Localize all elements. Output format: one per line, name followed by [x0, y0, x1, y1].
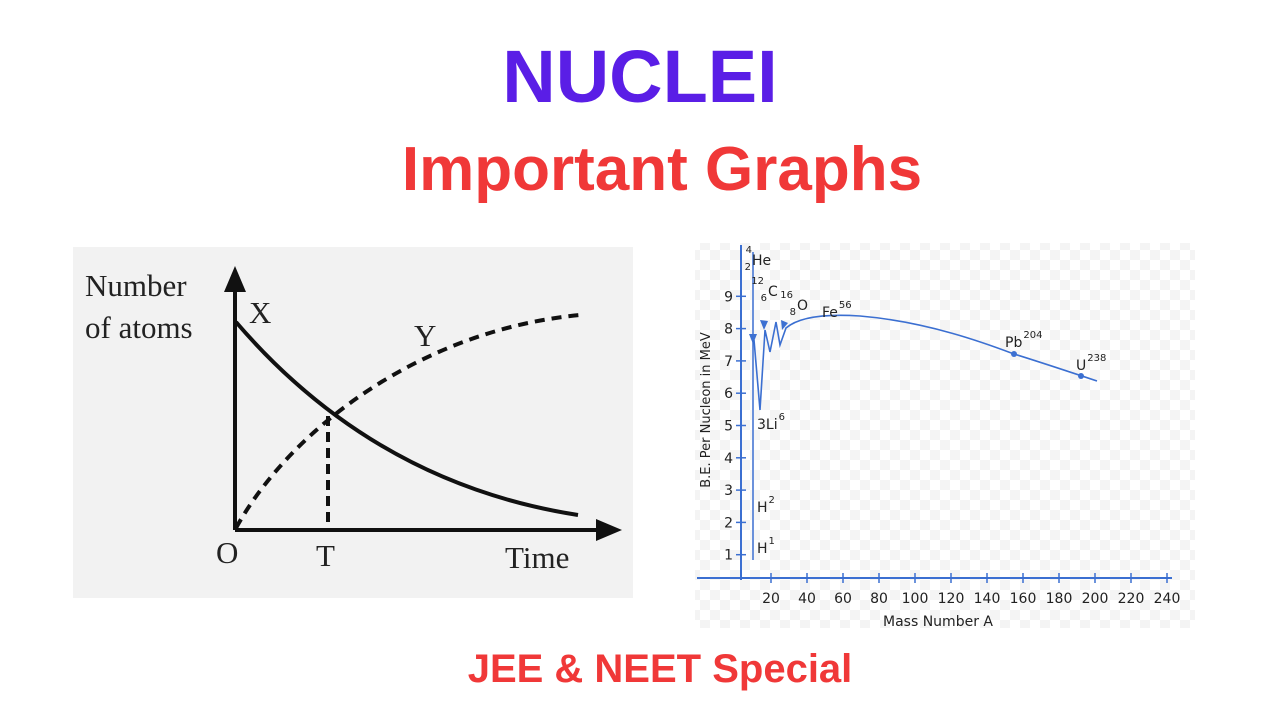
y-tick-label: 8 [724, 322, 733, 338]
x-tick-label: 100 [902, 591, 929, 607]
y-tick-label: 1 [724, 548, 733, 564]
arrow [596, 519, 622, 541]
element-name: C [768, 284, 778, 300]
point [1011, 351, 1017, 357]
element-name: H [757, 500, 768, 516]
x-tick-label: 40 [798, 591, 816, 607]
x-tick-label: 120 [938, 591, 965, 607]
binding-energy-graph: B.E. Per Nucleon in MeV Mass Number A 12… [695, 243, 1195, 630]
x-tick-label: 140 [974, 591, 1001, 607]
element-sub: 2 [745, 262, 751, 273]
arrow [781, 320, 788, 330]
y-tick-label: 5 [724, 419, 733, 435]
element-name: He [752, 253, 771, 269]
y-label: Number [85, 268, 187, 303]
arrow [749, 334, 757, 344]
element-sup: 238 [1087, 353, 1106, 364]
element-sup: 2 [769, 495, 775, 506]
y-tick-label: 9 [724, 289, 733, 305]
y-tick-label: 6 [724, 386, 733, 402]
element-name: H [757, 541, 768, 557]
panel [73, 247, 633, 598]
x-tick-label: 60 [834, 591, 852, 607]
y-tick-label: 7 [724, 354, 733, 370]
panel [695, 243, 1195, 628]
x-tick-label: 180 [1046, 591, 1073, 607]
title: NUCLEI [502, 35, 777, 118]
footer: JEE & NEET Special [468, 647, 853, 691]
element-sup: 4 [746, 245, 752, 256]
element-name: Fe [822, 305, 838, 321]
t-label: T [316, 538, 335, 573]
x-label: Time [505, 540, 569, 575]
element-sup: 6 [779, 412, 785, 423]
arrow [224, 266, 246, 292]
curve-label: Y [414, 318, 436, 353]
x-tick-label: 240 [1154, 591, 1181, 607]
y-label: of atoms [85, 310, 193, 345]
curve-y [234, 313, 581, 529]
element-name: O [797, 298, 808, 314]
y-tick-label: 3 [724, 483, 733, 499]
element-sub: 8 [790, 307, 796, 318]
arrow [760, 320, 768, 330]
origin-label: O [216, 535, 238, 570]
x-tick-label: 20 [762, 591, 780, 607]
y-label: B.E. Per Nucleon in MeV [699, 332, 714, 488]
element-sup: 204 [1023, 330, 1042, 341]
x-label: Mass Number A [883, 614, 993, 630]
element-sub: 6 [761, 293, 767, 304]
element-sup: 1 [769, 536, 775, 547]
subtitle: Important Graphs [402, 135, 922, 204]
decay-graph: Number of atoms X Y O T Time [73, 247, 633, 598]
x-tick-label: 80 [870, 591, 888, 607]
element-sup: 12 [751, 276, 764, 287]
x-tick-label: 220 [1118, 591, 1145, 607]
y-tick-label: 2 [724, 515, 733, 531]
element-name: Pb [1005, 335, 1022, 351]
curve-x [234, 320, 579, 517]
element-name: U [1076, 358, 1086, 374]
y-tick-label: 4 [724, 451, 733, 467]
element-name: 3Li [757, 417, 778, 433]
curve-label: X [249, 295, 271, 330]
element-sup: 56 [839, 300, 852, 311]
x-tick-label: 160 [1010, 591, 1037, 607]
be-curve [753, 314, 1098, 411]
x-tick-label: 200 [1082, 591, 1109, 607]
element-sup: 16 [780, 290, 793, 301]
point [1078, 373, 1084, 379]
